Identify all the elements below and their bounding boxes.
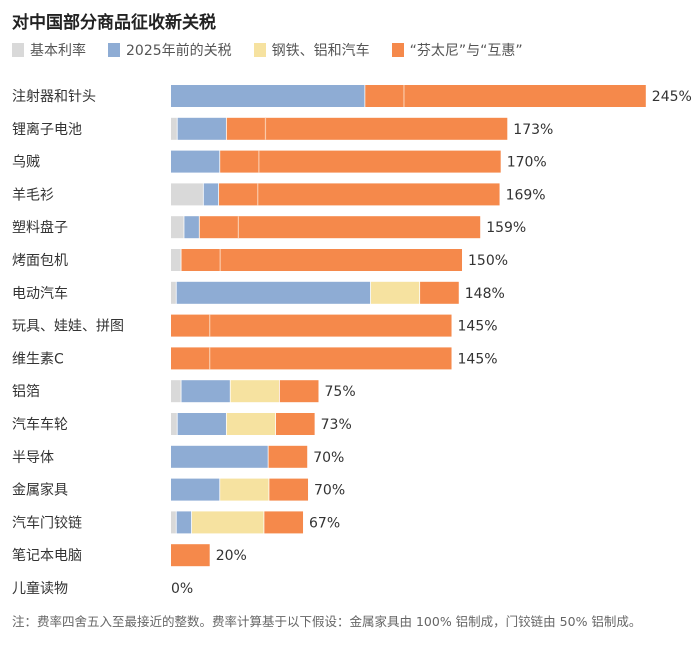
legend-item-steel-aluminum-auto: 钢铁、铝和汽车 <box>253 40 370 60</box>
bar-segment <box>171 183 203 206</box>
legend-label: 钢铁、铝和汽车 <box>271 43 370 59</box>
bar-segment <box>171 478 220 501</box>
bar-segment <box>279 380 319 403</box>
total-label: 173% <box>513 122 553 138</box>
legend-item-pre-2025: 2025年前的关税 <box>108 40 232 60</box>
bar-segment <box>370 281 420 304</box>
legend-label: 2025年前的关税 <box>126 43 232 59</box>
category-label: 塑料盘子 <box>12 219 68 236</box>
category-label: 儿童读物 <box>12 580 68 597</box>
bar-segment <box>219 183 500 206</box>
total-label: 70% <box>314 483 345 499</box>
bar-segment <box>420 281 459 304</box>
bar-segment <box>171 511 176 534</box>
category-label: 烤面包机 <box>12 253 68 269</box>
bar-segment <box>171 380 181 403</box>
category-label: 维生素C <box>12 351 64 367</box>
bar-segment <box>184 216 199 239</box>
legend-label: “芬太尼”与“互惠” <box>409 43 523 59</box>
category-label: 金属家具 <box>12 482 68 499</box>
bar-segment <box>230 380 280 403</box>
total-label: 20% <box>216 548 247 564</box>
total-label: 145% <box>458 351 498 367</box>
footnote: 注：费率四舍五入至最接近的整数。费率计算基于以下假设：金属家具由 100% 铝制… <box>12 614 642 629</box>
bar-segment <box>171 413 177 435</box>
bar-segment <box>264 511 304 534</box>
legend-swatch <box>253 43 266 57</box>
total-label: 67% <box>309 515 340 531</box>
bar-segment <box>177 413 226 435</box>
legend: 基本利率 2025年前的关税 钢铁、铝和汽车 “芬太尼”与“互惠” <box>12 40 523 60</box>
category-label: 羊毛衫 <box>12 187 54 203</box>
bar-segment <box>181 380 230 403</box>
bar-segment <box>171 347 452 370</box>
bar-segment <box>226 413 276 435</box>
bar-segment <box>181 249 463 271</box>
bar-segment <box>275 413 315 435</box>
total-label: 169% <box>506 187 546 203</box>
bar-segment <box>171 249 181 271</box>
bar-segment <box>203 183 219 206</box>
category-label: 乌贼 <box>12 155 40 171</box>
bar-segment <box>220 478 269 501</box>
bar-segment <box>199 216 481 239</box>
category-label: 铝箔 <box>12 384 40 400</box>
total-label: 73% <box>321 417 352 433</box>
bar-segment <box>171 117 177 140</box>
bar-segment <box>191 511 264 534</box>
bar-segment <box>171 85 365 107</box>
legend-item-base-rate: 基本利率 <box>12 40 86 60</box>
bar-segment <box>171 281 176 304</box>
total-label: 148% <box>465 286 505 302</box>
category-label: 玩具、娃娃、拼图 <box>12 319 124 335</box>
bar-segment <box>176 511 192 534</box>
category-label: 锂离子电池 <box>12 121 82 138</box>
total-label: 145% <box>458 319 498 335</box>
bar-segment <box>171 314 452 337</box>
total-label: 159% <box>486 220 526 236</box>
legend-swatch <box>108 43 120 57</box>
bar-segment <box>177 117 226 140</box>
category-label: 注射器和针头 <box>12 89 96 105</box>
bar-segment <box>220 150 501 173</box>
total-label: 170% <box>507 155 547 171</box>
total-label: 70% <box>313 450 344 466</box>
legend-swatch <box>391 43 404 57</box>
bar-segment <box>171 445 268 468</box>
bar-segment <box>365 85 646 107</box>
category-label: 半导体 <box>12 450 54 466</box>
chart-title: 对中国部分商品征收新关税 <box>12 13 216 33</box>
category-label: 电动汽车 <box>12 285 68 302</box>
bar-segment <box>171 216 184 239</box>
stacked-bar-chart: 注射器和针头 245% 锂离子电池 173% 乌贼 170% 羊毛衫 169% 塑料盘子 159%… <box>12 85 692 597</box>
bar-segment <box>268 445 308 468</box>
category-label: 汽车门铰链 <box>12 514 82 531</box>
bar-segment <box>176 281 371 304</box>
bar-segment <box>171 544 210 567</box>
category-label: 笔记本电脑 <box>12 548 82 564</box>
legend-item-fentanyl-reciprocal: “芬太尼”与“互惠” <box>391 40 523 60</box>
category-label: 汽车车轮 <box>12 416 68 433</box>
bar-segment <box>171 150 220 173</box>
total-label: 0% <box>171 581 193 597</box>
legend-label: 基本利率 <box>30 43 86 59</box>
bar-segment <box>226 117 508 140</box>
legend-swatch <box>12 43 24 57</box>
bar-segment <box>269 478 309 501</box>
total-label: 245% <box>652 89 692 105</box>
total-label: 75% <box>325 384 356 400</box>
total-label: 150% <box>468 253 508 269</box>
